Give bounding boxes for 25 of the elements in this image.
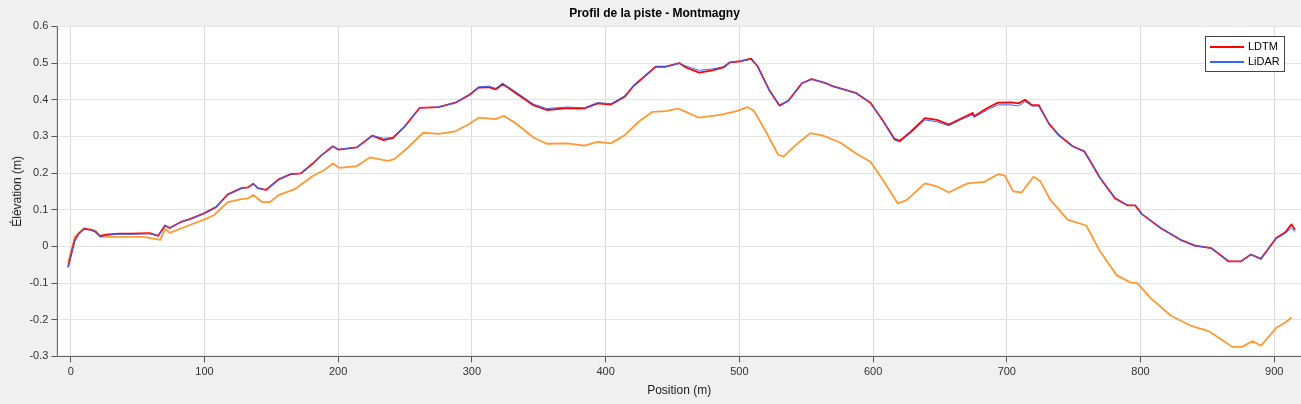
x-tick-label: 0 <box>67 365 74 378</box>
x-tick-label: 800 <box>1131 365 1150 378</box>
y-tick-label: 0 <box>42 239 49 252</box>
chart-title: Profil de la piste - Montmagny <box>569 5 741 20</box>
legend-label: LiDAR <box>1248 54 1280 70</box>
y-tick-label: 0.6 <box>33 19 49 32</box>
y-tick-label: -0.3 <box>29 349 49 362</box>
x-tick-label: 100 <box>195 365 214 378</box>
legend-label: LDTM <box>1248 39 1278 55</box>
y-axis-title: Élévation (m) <box>8 156 24 227</box>
x-tick-label: 500 <box>730 365 749 378</box>
x-tick-label: 600 <box>863 365 883 378</box>
y-tick-label: 0.4 <box>33 92 49 105</box>
x-tick-label: 900 <box>1265 365 1284 378</box>
y-tick-label: 0.3 <box>33 129 49 142</box>
x-tick-label: 400 <box>596 365 615 378</box>
x-tick-label: 300 <box>462 365 482 378</box>
x-axis-title: Position (m) <box>647 383 712 398</box>
y-tick-label: -0.1 <box>29 276 49 289</box>
y-tick-label: 0.5 <box>33 56 49 69</box>
y-tick-label: -0.2 <box>29 312 49 325</box>
x-tick-label: 700 <box>997 365 1016 378</box>
y-tick-label: 0.2 <box>33 166 49 179</box>
x-tick-label: 200 <box>329 365 348 378</box>
y-tick-label: 0.1 <box>33 202 49 215</box>
